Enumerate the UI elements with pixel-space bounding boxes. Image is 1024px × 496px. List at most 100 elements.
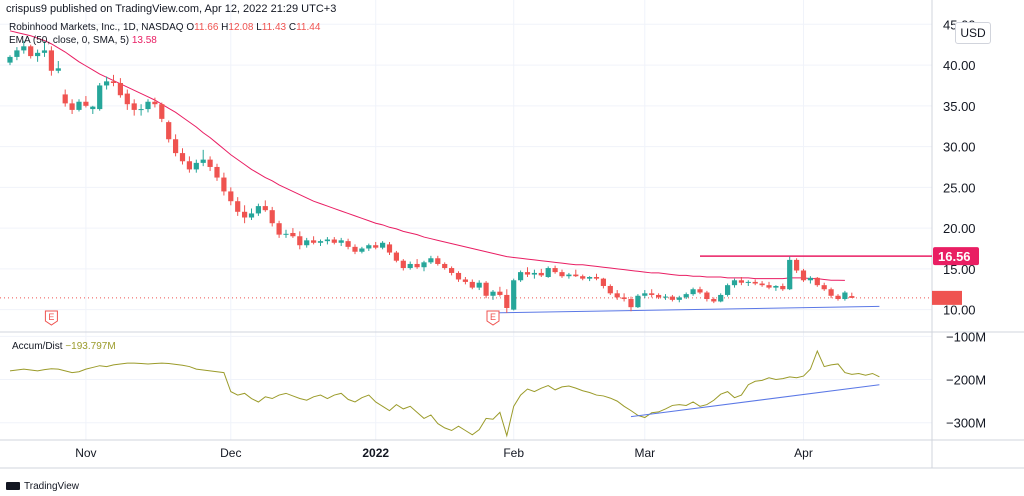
candle-body: [414, 263, 420, 268]
candle-body: [573, 274, 579, 277]
candle: [531, 269, 537, 279]
candle-body: [331, 239, 337, 243]
candle: [35, 49, 41, 62]
candle: [455, 271, 462, 282]
candle-body: [642, 293, 648, 296]
candle: [311, 236, 317, 245]
candle-body: [41, 50, 48, 53]
candle-body: [214, 166, 220, 178]
candle: [21, 40, 27, 54]
price-tick-label: 20.00: [943, 221, 976, 236]
candle-body: [656, 294, 662, 298]
candle-body: [504, 294, 510, 308]
candle: [766, 281, 772, 290]
candle-body: [35, 52, 41, 57]
candle-body: [635, 295, 641, 308]
candle-body: [193, 162, 199, 170]
candle-body: [821, 285, 827, 290]
candle: [28, 44, 34, 59]
candle-body: [317, 241, 324, 243]
candle: [400, 259, 406, 271]
candle-body: [483, 282, 489, 296]
candle: [683, 292, 689, 300]
candle: [173, 134, 179, 157]
candle-body: [669, 296, 675, 300]
candle-body: [207, 159, 213, 167]
accum-dist-label: Accum/Dist: [12, 341, 63, 352]
candle-body: [725, 285, 731, 295]
candle: [759, 281, 765, 287]
ohlc-o-value: 11.66: [194, 22, 219, 33]
ohlc-l-value: 11.43: [261, 22, 287, 33]
candle: [469, 279, 475, 290]
candle: [90, 105, 96, 114]
candle-body: [607, 285, 613, 294]
candle-body: [442, 263, 448, 269]
candle-body: [152, 101, 158, 105]
candle: [386, 241, 393, 256]
candle-body: [48, 50, 54, 71]
candle: [614, 290, 620, 300]
candle-body: [455, 272, 462, 280]
accum-dist-trendline: [630, 384, 880, 418]
candle: [828, 287, 834, 299]
candle-body: [807, 277, 813, 281]
price-tick-label: 35.00: [943, 99, 976, 114]
candle-body: [497, 291, 503, 295]
candle-body: [179, 153, 186, 162]
ema-value: 13.58: [131, 35, 157, 46]
resistance-price-tag: [933, 247, 979, 266]
candle-body: [794, 259, 800, 271]
candle: [317, 239, 324, 247]
ad-tick-label: −100M: [946, 329, 986, 344]
candle-body: [814, 277, 820, 286]
candle: [7, 55, 13, 66]
candle-body: [104, 81, 110, 86]
candle-body: [683, 294, 689, 298]
candle: [835, 294, 841, 301]
candle: [842, 290, 848, 301]
candle-body: [221, 177, 227, 192]
candle: [248, 208, 255, 220]
candle-body: [14, 50, 20, 57]
candle: [587, 276, 593, 282]
candle-body: [711, 299, 717, 302]
candle: [352, 244, 358, 255]
candle-body: [97, 85, 103, 110]
candle-body: [21, 46, 27, 51]
candle: [304, 237, 310, 248]
candle: [380, 241, 386, 250]
ohlc-o-label: O: [186, 22, 195, 33]
candle: [538, 268, 544, 278]
candle-body: [518, 272, 524, 281]
ema-legend[interactable]: EMA (50, close, 0, SMA, 5) 13.58: [9, 35, 157, 46]
candle-body: [304, 240, 310, 246]
candle-body: [745, 281, 751, 283]
tradingview-brand[interactable]: TradingView: [6, 481, 79, 492]
candle-body: [366, 245, 372, 249]
candle-body: [62, 94, 68, 104]
candle-body: [324, 239, 330, 242]
candle-body: [538, 272, 544, 276]
candle: [69, 99, 75, 114]
candle-body: [559, 272, 565, 277]
candle: [849, 292, 855, 298]
candle-body: [800, 270, 807, 281]
candle: [690, 287, 696, 296]
currency-button[interactable]: USD: [955, 22, 991, 44]
candle: [669, 294, 675, 302]
candle-body: [90, 106, 96, 110]
candle-body: [593, 277, 600, 279]
candle-body: [262, 206, 268, 211]
accum-dist-legend[interactable]: Accum/Dist −193.797M: [12, 341, 116, 352]
brand-label: TradingView: [24, 481, 80, 492]
candle-body: [117, 82, 123, 96]
candle-body: [235, 201, 241, 212]
candle: [14, 47, 20, 61]
candle: [242, 205, 248, 224]
candle-body: [676, 297, 682, 300]
candle-body: [124, 93, 130, 105]
candle: [393, 250, 399, 263]
candle: [193, 159, 199, 173]
